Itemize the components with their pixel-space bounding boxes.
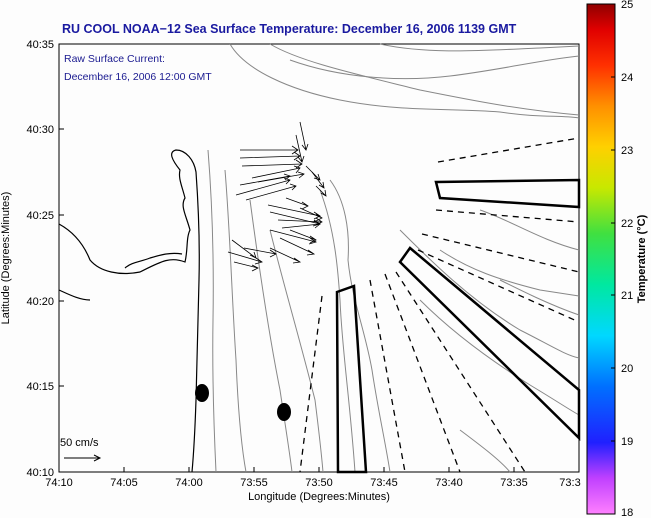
map-title: RU COOL NOAA−12 Sea Surface Temperature:… (62, 22, 517, 36)
y-tick-label: 40:25 (26, 210, 54, 222)
x-tick-label: 73:40 (435, 477, 463, 489)
radar-site-marker (277, 403, 291, 421)
colorbar-tick-label: 21 (621, 290, 633, 302)
colorbar-tick-label: 25 (621, 0, 633, 11)
current-label-line2: December 16, 2006 12:00 GMT (64, 71, 212, 83)
colorbar-tick-label: 23 (621, 145, 633, 157)
y-axis-label: Latitude (Degrees:Minutes) (0, 192, 12, 325)
y-tick-marks (59, 43, 64, 473)
bathymetry-contours (207, 43, 580, 473)
x-tick-label: 73:35 (500, 477, 528, 489)
x-tick-marks (58, 467, 580, 472)
x-tick-label: 74:10 (45, 477, 73, 489)
y-tick-label: 40:35 (26, 39, 54, 51)
x-tick-label: 74:00 (175, 477, 203, 489)
scale-arrow (64, 454, 102, 462)
y-tick-label: 40:20 (26, 296, 54, 308)
y-tick-label: 40:10 (26, 467, 54, 479)
x-tick-label: 73:55 (240, 477, 268, 489)
plot-area (58, 43, 580, 473)
x-tick-labels: 74:10 74:05 74:00 73:55 73:50 73:45 73:4… (45, 477, 580, 489)
radar-site-marker (195, 384, 209, 402)
colorbar-tick-labels: 25 24 23 22 21 20 19 18 (621, 0, 633, 518)
colorbar-tick-label: 19 (621, 436, 633, 448)
current-label-line1: Raw Surface Current: (64, 53, 165, 65)
y-tick-label: 40:30 (26, 124, 54, 136)
y-tick-label: 40:15 (26, 381, 54, 393)
surface-current-vectors (227, 121, 327, 272)
x-tick-label: 73:50 (305, 477, 333, 489)
x-axis-label: Longitude (Degrees:Minutes) (248, 491, 390, 503)
x-tick-label: 73:45 (370, 477, 398, 489)
coastline (58, 149, 200, 473)
x-tick-label: 74:05 (110, 477, 138, 489)
survey-dashed-lines (299, 137, 580, 473)
colorbar-tick-label: 22 (621, 218, 633, 230)
colorbar-label: Temperature (°C) (636, 214, 648, 303)
x-tick-label: 73:3 (559, 477, 580, 489)
survey-boxes (335, 178, 581, 474)
colorbar-tick-label: 20 (621, 363, 633, 375)
scale-label: 50 cm/s (60, 437, 99, 449)
y-tick-labels: 40:35 40:30 40:25 40:20 40:15 40:10 (26, 39, 54, 479)
colorbar-tick-label: 18 (621, 507, 633, 518)
colorbar-tick-marks (611, 3, 615, 515)
colorbar (586, 3, 616, 515)
colorbar-tick-label: 24 (621, 72, 633, 84)
